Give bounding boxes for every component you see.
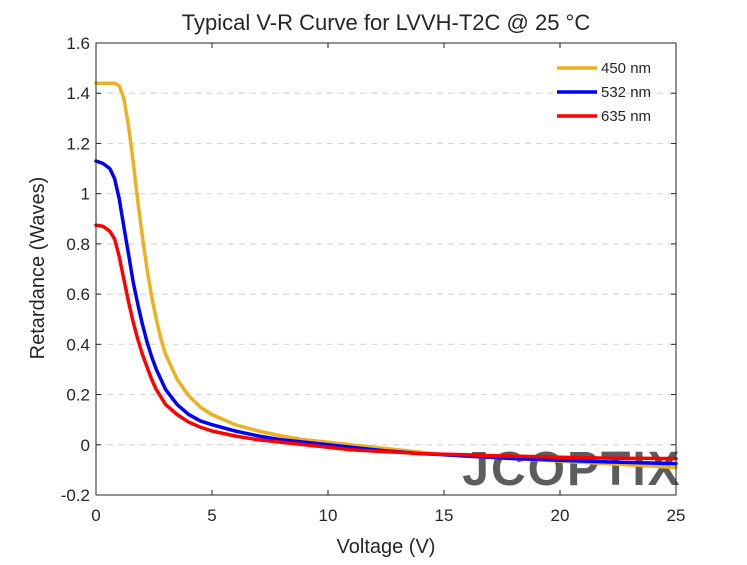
x-tick-label: 15	[435, 506, 454, 525]
y-tick-label: 0	[81, 436, 90, 455]
tick-layer: 0 5 10 15 20 25-0.200.20.40.60.811.21.41.6	[61, 34, 686, 525]
legend-label: 532 nm	[601, 84, 651, 101]
x-tick-label: 10	[319, 506, 338, 525]
x-tick-label: 0	[91, 506, 100, 525]
y-tick-label: 1.4	[66, 84, 90, 103]
y-tick-label: -0.2	[61, 486, 90, 505]
grid-layer	[96, 92, 676, 446]
x-tick-label: 5	[207, 506, 216, 525]
y-tick-label: 0.6	[66, 285, 90, 304]
legend: 450 nm 532 nm 635 nm	[557, 60, 651, 125]
y-tick-label: 0.8	[66, 235, 90, 254]
watermark-text: JCOPTIX	[462, 443, 681, 496]
legend-label: 635 nm	[601, 108, 651, 125]
plot-area	[96, 43, 676, 495]
y-tick-label: 1.2	[66, 134, 90, 153]
legend-label: 450 nm	[601, 60, 651, 77]
chart-title: Typical V-R Curve for LVVH-T2C @ 25 °C	[182, 10, 591, 35]
x-tick-label: 20	[551, 506, 570, 525]
plot-frame	[95, 42, 677, 496]
series-line-635-nm	[94, 223, 678, 461]
y-tick-label: 1.6	[66, 34, 90, 53]
series-layer	[94, 81, 678, 470]
x-axis-label: Voltage (V)	[337, 536, 436, 558]
y-tick-label: 1	[81, 185, 90, 204]
y-axis-label: Retardance (Waves)	[27, 177, 49, 360]
x-tick-label: 25	[667, 506, 686, 525]
y-tick-label: 0.4	[66, 335, 90, 354]
y-tick-label: 0.2	[66, 386, 90, 405]
